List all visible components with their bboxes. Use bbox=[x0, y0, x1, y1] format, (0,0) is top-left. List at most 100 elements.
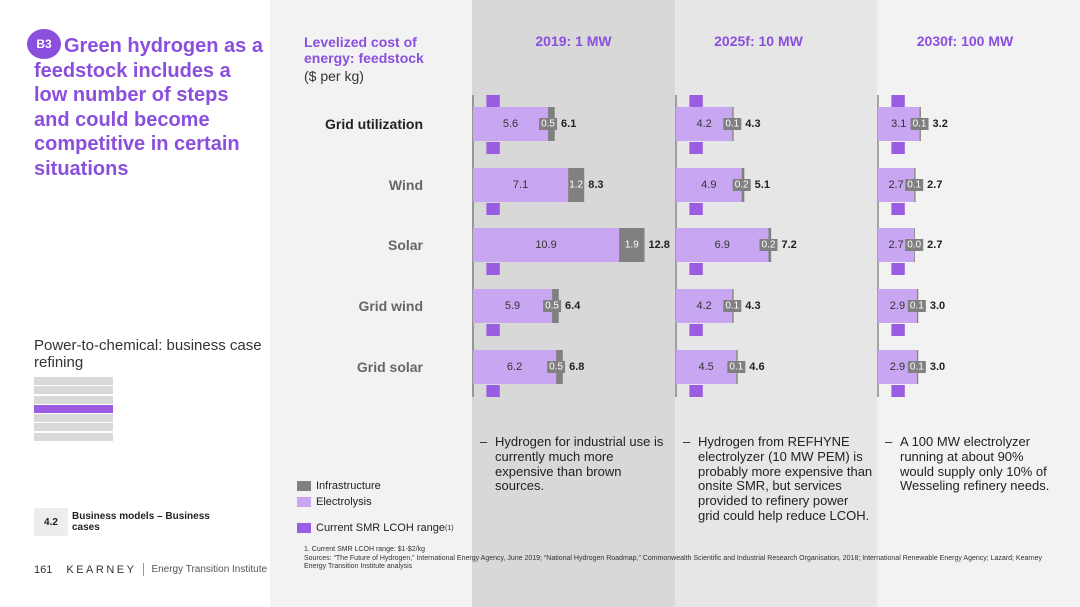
total-value-label: 3.2 bbox=[933, 118, 948, 130]
infrastructure-bar bbox=[568, 168, 585, 202]
chapter-number: 4.2 bbox=[34, 508, 68, 536]
total-value-label: 6.8 bbox=[569, 361, 584, 373]
section-nav-stack[interactable] bbox=[34, 377, 113, 442]
electrolysis-value-label: 2.9 bbox=[890, 361, 905, 373]
left-pane: B3 Green hydrogen as a feedstock include… bbox=[0, 0, 270, 607]
category-label: Wind bbox=[389, 177, 423, 193]
smr-range-marker bbox=[689, 385, 703, 397]
electrolysis-value-label: 2.9 bbox=[890, 300, 905, 312]
infrastructure-value-label: 1.9 bbox=[625, 240, 639, 251]
smr-range-marker bbox=[891, 95, 905, 107]
smr-range-marker bbox=[689, 142, 703, 154]
infrastructure-label-box bbox=[539, 118, 558, 130]
footer: 161 KEARNEY Energy Transition Institute bbox=[34, 563, 267, 576]
total-value-label: 12.8 bbox=[649, 239, 670, 251]
infrastructure-value-label: 0.1 bbox=[725, 301, 739, 312]
electrolysis-bar bbox=[473, 228, 620, 262]
brand-logo: KEARNEY bbox=[66, 563, 137, 576]
infrastructure-value-label: 0.1 bbox=[913, 119, 927, 130]
footnotes: 1. Current SMR LCOH range: $1-$2/kg Sour… bbox=[304, 546, 1064, 572]
infrastructure-label-box bbox=[547, 361, 566, 373]
electrolysis-value-label: 4.2 bbox=[696, 118, 711, 130]
total-value-label: 5.1 bbox=[755, 179, 770, 191]
note-2030: – A 100 MW electrolyzer running at about… bbox=[885, 434, 1060, 494]
section-nav-item[interactable] bbox=[34, 404, 113, 413]
institute-name: Energy Transition Institute bbox=[151, 564, 268, 575]
electrolysis-value-label: 7.1 bbox=[513, 179, 528, 191]
section-nav-item[interactable] bbox=[34, 377, 113, 385]
infrastructure-label-box bbox=[907, 361, 926, 373]
infrastructure-value-label: 0.5 bbox=[545, 301, 559, 312]
electrolysis-bar bbox=[676, 168, 742, 202]
slide-headline: Green hydrogen as a feedstock includes a… bbox=[34, 35, 263, 180]
smr-range-marker bbox=[486, 385, 500, 397]
section-nav-item[interactable] bbox=[34, 414, 113, 423]
smr-range-marker bbox=[486, 95, 500, 107]
infrastructure-label-box bbox=[732, 179, 751, 191]
chart-title: Levelized cost of energy: feedstock bbox=[304, 34, 424, 66]
panel-title-2019: 2019: 1 MW bbox=[535, 33, 612, 49]
infrastructure-label-box bbox=[759, 239, 778, 251]
total-value-label: 4.6 bbox=[749, 361, 764, 373]
footnote-sources: Sources: “The Future of Hydrogen,” Inter… bbox=[304, 554, 1043, 571]
chart-unit: ($ per kg) bbox=[304, 68, 364, 84]
chapter-title: Business models – Business cases bbox=[72, 511, 210, 533]
brand-separator bbox=[143, 563, 145, 576]
infrastructure-value-label: 0.2 bbox=[735, 180, 749, 191]
total-value-label: 6.1 bbox=[561, 118, 576, 130]
category-label: Grid solar bbox=[357, 359, 424, 375]
panel-title-2025: 2025f: 10 MW bbox=[714, 33, 803, 49]
infrastructure-label-box bbox=[905, 239, 924, 251]
smr-range-marker bbox=[486, 142, 500, 154]
infrastructure-label-box bbox=[907, 300, 926, 312]
note-dash: – bbox=[885, 434, 893, 449]
infrastructure-label-box bbox=[723, 118, 742, 130]
total-value-label: 6.4 bbox=[565, 300, 581, 312]
smr-range-marker bbox=[891, 263, 905, 275]
infrastructure-value-label: 0.5 bbox=[549, 362, 563, 373]
legend-item-electrolysis: Electrolysis bbox=[297, 494, 454, 510]
category-label: Solar bbox=[388, 237, 424, 253]
chapter-box[interactable]: 4.2 Business models – Business cases bbox=[34, 508, 234, 536]
infrastructure-label-box bbox=[727, 361, 746, 373]
electrolysis-value-label: 6.2 bbox=[507, 361, 522, 373]
smr-range-marker bbox=[689, 203, 703, 215]
electrolysis-value-label: 10.9 bbox=[535, 239, 556, 251]
infrastructure-value-label: 1.2 bbox=[569, 180, 583, 191]
electrolysis-bar bbox=[473, 289, 553, 323]
infrastructure-label-box bbox=[543, 300, 562, 312]
electrolysis-bar bbox=[473, 168, 569, 202]
electrolysis-value-label: 2.7 bbox=[888, 179, 903, 191]
electrolysis-value-label: 5.9 bbox=[505, 300, 520, 312]
smr-range-marker bbox=[486, 324, 500, 336]
legend-label-smr-range: Current SMR LCOH range bbox=[316, 522, 445, 534]
section-nav-item[interactable] bbox=[34, 432, 113, 441]
electrolysis-bar bbox=[473, 350, 557, 384]
electrolysis-bar bbox=[676, 107, 733, 141]
section-sub-heading: Power-to-chemical: business case refinin… bbox=[34, 337, 262, 371]
total-value-label: 4.3 bbox=[745, 118, 760, 130]
infrastructure-label-box bbox=[905, 179, 924, 191]
smr-range-marker bbox=[891, 385, 905, 397]
note-2025: – Hydrogen from REFHYNE electrolyzer (10… bbox=[683, 434, 873, 524]
infrastructure-value-label: 0.1 bbox=[907, 180, 921, 191]
infrastructure-value-label: 0.1 bbox=[725, 119, 739, 130]
infrastructure-value-label: 0.0 bbox=[907, 240, 921, 251]
smr-range-marker bbox=[689, 324, 703, 336]
legend-swatch-electrolysis bbox=[297, 497, 311, 507]
page-number: 161 bbox=[34, 563, 53, 576]
chart-legend: Infrastructure Electrolysis Current SMR … bbox=[297, 478, 454, 536]
electrolysis-bar bbox=[676, 228, 769, 262]
legend-label-infrastructure: Infrastructure bbox=[316, 480, 381, 492]
section-nav-item[interactable] bbox=[34, 386, 113, 395]
total-value-label: 3.0 bbox=[930, 300, 945, 312]
note-2019: – Hydrogen for industrial use is current… bbox=[480, 434, 665, 494]
section-nav-item[interactable] bbox=[34, 395, 113, 404]
electrolysis-value-label: 4.9 bbox=[701, 179, 716, 191]
infrastructure-label-box bbox=[910, 118, 929, 130]
electrolysis-bar bbox=[473, 107, 549, 141]
electrolysis-value-label: 2.7 bbox=[888, 239, 903, 251]
infrastructure-value-label: 0.1 bbox=[729, 362, 743, 373]
section-nav-item[interactable] bbox=[34, 423, 113, 432]
note-text: A 100 MW electrolyzer running at about 9… bbox=[900, 434, 1050, 494]
